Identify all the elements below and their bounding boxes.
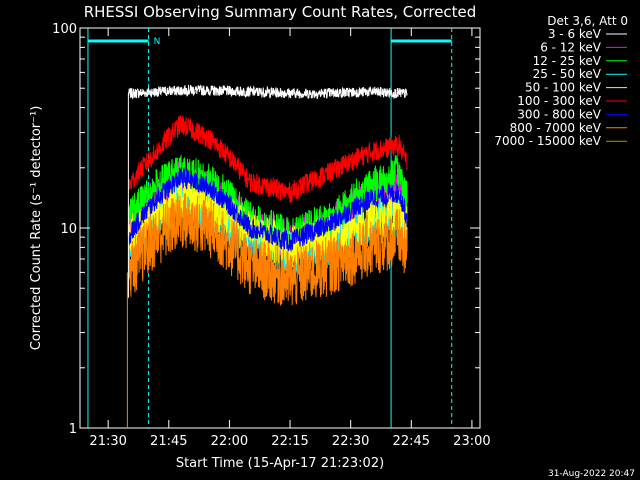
legend-entry: 12 - 25 keV (533, 54, 602, 68)
series-line (127, 167, 408, 252)
x-tick-label: 21:45 (150, 434, 187, 449)
x-tick-label: 22:30 (332, 434, 369, 449)
axes-layer: 21:30 21:45 22:00 22:15 22:30 22:45 23:00 100 10… (52, 22, 490, 449)
legend-entry: 50 - 100 keV (525, 81, 602, 95)
series-line (127, 115, 408, 203)
y-tick-label: 10 (60, 222, 77, 237)
y-tick-label: 1 (69, 422, 77, 437)
series-line (127, 192, 408, 306)
timestamp: 31-Aug-2022 20:47 (548, 469, 635, 479)
x-tick-label: 22:00 (211, 434, 248, 449)
series-layer (126, 84, 408, 428)
legend-entry: 800 - 7000 keV (510, 121, 602, 135)
marker-n-label: N (154, 37, 161, 47)
legend-entry: 3 - 6 keV (548, 27, 602, 41)
legend-entry: 25 - 50 keV (533, 67, 602, 81)
legend-entry: 6 - 12 keV (540, 40, 602, 54)
series-line (127, 84, 408, 100)
chart-title: RHESSI Observing Summary Count Rates, Co… (84, 3, 477, 21)
x-tick-label: 22:45 (393, 434, 430, 449)
y-axis-label: Corrected Count Rate (s⁻¹ detector⁻¹) (29, 106, 44, 351)
x-axis-label: Start Time (15-Apr-17 21:23:02) (176, 456, 384, 471)
x-tick-label: 22:15 (271, 434, 308, 449)
x-tick-label: 23:00 (453, 434, 490, 449)
legend-entry: 100 - 300 keV (517, 94, 601, 108)
legend-entry: 300 - 800 keV (517, 107, 601, 121)
series-300-800-kev (127, 167, 408, 252)
series-100-300-kev (127, 115, 408, 203)
series-800-7000-kev (127, 192, 408, 306)
legend-entry: 7000 - 15000 keV (494, 134, 601, 148)
y-tick-label: 100 (52, 22, 77, 37)
legend-title: Det 3,6, Att 0 (547, 14, 628, 28)
x-tick-label: 21:30 (89, 434, 126, 449)
series-3-6-kev (127, 84, 408, 100)
